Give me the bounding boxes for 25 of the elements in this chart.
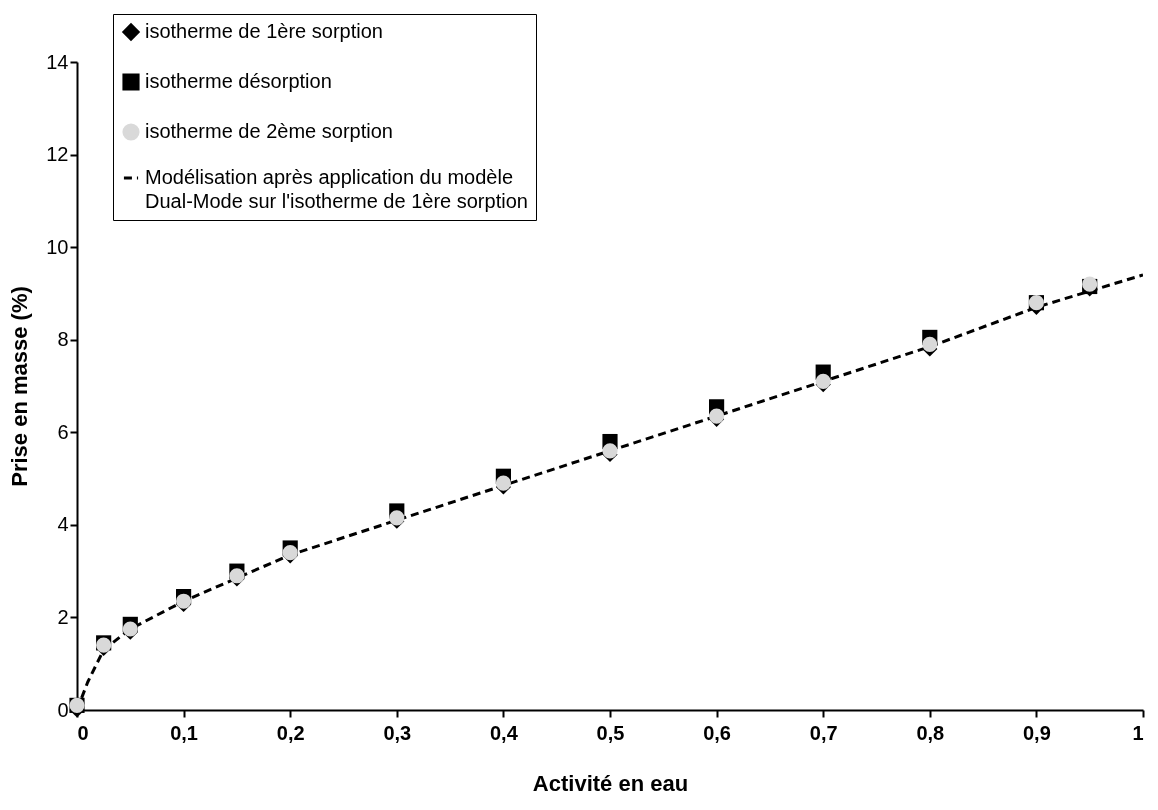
x-tick-label: 0,3	[383, 721, 412, 744]
x-tick-label: 0,1	[170, 721, 199, 744]
legend-label: isotherme désorption	[145, 70, 332, 92]
y-axis-title: Prise en masse (%)	[7, 286, 33, 487]
x-tick-label: 0,4	[489, 721, 519, 744]
x-tick-label: 0	[77, 721, 89, 744]
y-tick-label: 6	[57, 420, 69, 443]
legend-label: isotherme de 1ère sorption	[145, 20, 383, 42]
y-tick-label: 12	[46, 143, 69, 166]
x-axis-title: Activité en eau	[532, 770, 689, 796]
y-tick-label: 14	[46, 50, 69, 73]
x-tick-label: 0,2	[276, 721, 305, 744]
x-tick-label: 0,9	[1022, 721, 1051, 744]
legend-label: Modélisation après application du modèle Dual-Mode sur l'isotherme de 1ère sorption	[145, 166, 528, 212]
x-tick-label: 0,5	[596, 721, 625, 744]
y-tick-label: 2	[57, 605, 69, 628]
x-tick-label: 1	[1132, 721, 1144, 744]
y-tick-label: 8	[57, 328, 69, 351]
legend-label: isotherme de 2ème sorption	[145, 120, 393, 142]
y-tick-label: 0	[57, 698, 69, 721]
y-tick-label: 10	[46, 235, 69, 258]
x-tick-label: 0,7	[809, 721, 838, 744]
x-tick-label: 0,6	[703, 721, 732, 744]
y-tick-label: 4	[57, 513, 69, 536]
x-tick-label: 0,8	[916, 721, 945, 744]
